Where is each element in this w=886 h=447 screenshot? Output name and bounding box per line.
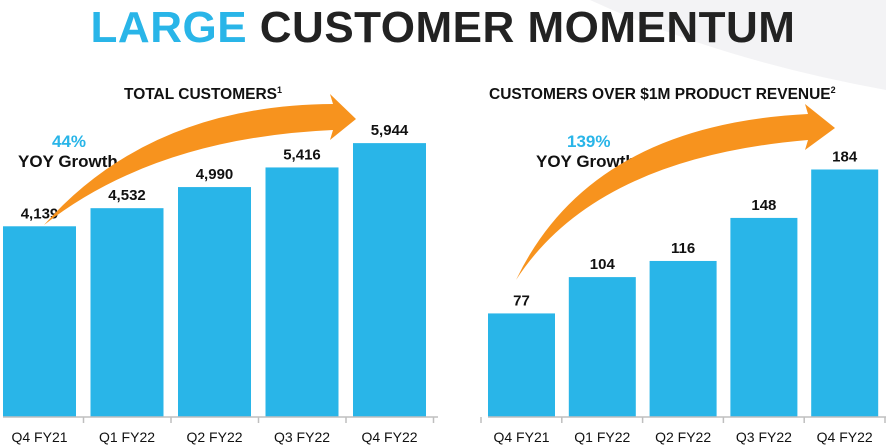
bar bbox=[353, 143, 426, 417]
x-tick-label: Q4 FY21 bbox=[11, 429, 67, 445]
data-label: 116 bbox=[671, 240, 695, 257]
bar bbox=[811, 169, 879, 417]
data-label: 4,532 bbox=[108, 187, 146, 204]
bar bbox=[730, 217, 798, 417]
bar bbox=[649, 260, 717, 417]
x-tick-label: Q1 FY22 bbox=[99, 429, 155, 445]
x-tick-label: Q1 FY22 bbox=[574, 429, 630, 445]
growth-arrow-icon bbox=[516, 104, 835, 280]
growth-percent-1m: 139% bbox=[567, 132, 611, 151]
bar bbox=[90, 208, 164, 417]
growth-percent-total: 44% bbox=[52, 132, 87, 151]
chart-title-total-customers: TOTAL CUSTOMERS1 bbox=[124, 85, 283, 104]
page-title: LARGE CUSTOMER MOMENTUM bbox=[0, 2, 886, 54]
growth-label-1m: YOY Growth bbox=[536, 152, 636, 171]
footnote-marker: 1 bbox=[277, 85, 283, 95]
x-tick-label: Q3 FY22 bbox=[274, 429, 330, 445]
data-label: 148 bbox=[751, 197, 776, 214]
x-tick-label: Q4 FY21 bbox=[493, 429, 549, 445]
bar bbox=[3, 226, 76, 417]
x-tick-label: Q4 FY22 bbox=[817, 429, 873, 445]
data-label: 5,416 bbox=[283, 146, 321, 163]
data-label: 4,990 bbox=[196, 166, 234, 183]
data-label: 5,944 bbox=[371, 122, 409, 139]
data-label: 4,139 bbox=[21, 205, 59, 222]
title-rest: CUSTOMER MOMENTUM bbox=[259, 3, 796, 52]
data-label: 184 bbox=[832, 148, 858, 165]
data-label: 77 bbox=[513, 292, 530, 309]
x-tick-label: Q2 FY22 bbox=[655, 429, 711, 445]
x-tick-label: Q3 FY22 bbox=[736, 429, 792, 445]
chart-title-1m-customers: CUSTOMERS OVER $1M PRODUCT REVENUE2 bbox=[489, 85, 836, 104]
bar bbox=[265, 167, 339, 417]
bar bbox=[178, 187, 251, 417]
bar bbox=[488, 313, 555, 417]
x-tick-label: Q2 FY22 bbox=[186, 429, 242, 445]
growth-label-total: YOY Growth bbox=[18, 152, 118, 171]
x-tick-label: Q4 FY22 bbox=[361, 429, 417, 445]
bar bbox=[568, 277, 636, 417]
data-label: 104 bbox=[590, 256, 616, 273]
growth-arrow-icon bbox=[44, 94, 356, 225]
footnote-marker: 2 bbox=[830, 85, 836, 95]
title-highlight: LARGE bbox=[90, 3, 248, 52]
